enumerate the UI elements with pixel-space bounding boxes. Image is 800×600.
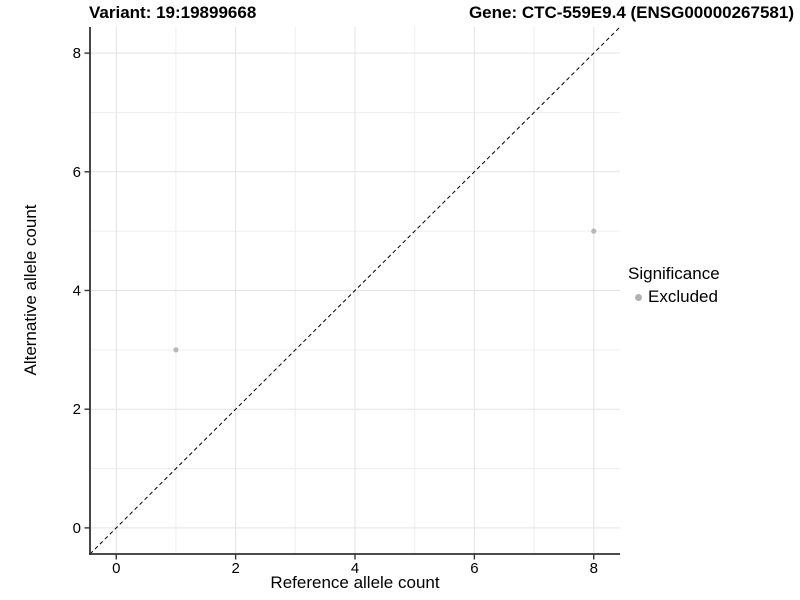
x-tick-label: 6 (470, 560, 478, 577)
x-tick-label: 4 (351, 560, 359, 577)
plot-title-gene: Gene: CTC-559E9.4 (ENSG00000267581) (468, 3, 794, 22)
legend: Significance Excluded (628, 264, 720, 307)
legend-item-excluded: Excluded (635, 287, 720, 307)
x-tick-label: 0 (112, 560, 120, 577)
y-tick-label: 2 (73, 401, 81, 418)
x-tick-label: 2 (231, 560, 239, 577)
data-point (173, 347, 179, 353)
identity-line (89, 26, 621, 555)
y-tick-label: 8 (73, 45, 81, 62)
y-tick-label: 0 (73, 520, 81, 537)
data-point (591, 228, 597, 234)
plot-title-variant: Variant: 19:19899668 (89, 3, 257, 22)
y-tick-label: 4 (73, 283, 81, 300)
excluded-point-icon (635, 293, 642, 301)
x-axis-label: Reference allele count (270, 573, 440, 592)
x-tick-label: 8 (590, 560, 598, 577)
y-tick-label: 6 (73, 164, 81, 181)
y-axis-label: Alternative allele count (21, 204, 40, 376)
legend-item-label: Excluded (648, 287, 718, 306)
legend-title: Significance (628, 264, 720, 283)
